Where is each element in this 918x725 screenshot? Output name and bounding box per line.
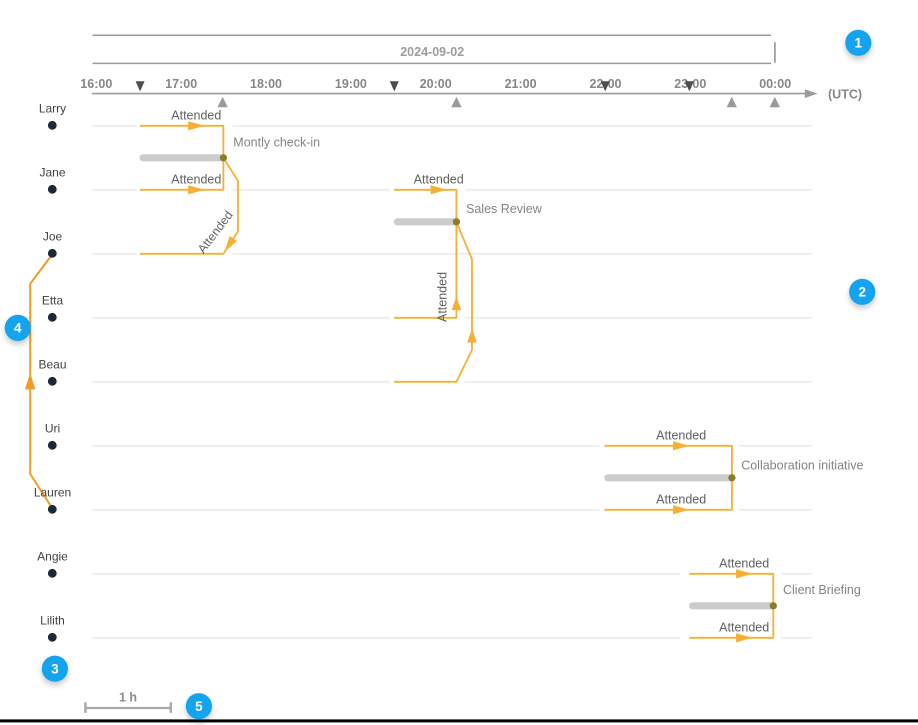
svg-text:17:00: 17:00: [165, 77, 197, 91]
svg-text:Lilith: Lilith: [40, 613, 65, 627]
svg-text:2024-09-02: 2024-09-02: [400, 45, 464, 59]
svg-text:Uri: Uri: [45, 421, 60, 435]
svg-text:Attended: Attended: [656, 429, 706, 443]
svg-text:Joe: Joe: [43, 229, 63, 243]
svg-text:2: 2: [858, 285, 866, 300]
svg-text:Attended: Attended: [719, 621, 769, 635]
svg-text:1: 1: [855, 36, 863, 51]
svg-text:Attended: Attended: [656, 493, 706, 507]
svg-text:Etta: Etta: [42, 293, 64, 307]
svg-text:Attended: Attended: [414, 173, 464, 187]
svg-text:19:00: 19:00: [335, 77, 367, 91]
svg-text:Montly check-in: Montly check-in: [233, 136, 320, 150]
svg-text:Collaboration initiative: Collaboration initiative: [741, 458, 863, 472]
svg-text:00:00: 00:00: [759, 77, 791, 91]
svg-text:21:00: 21:00: [505, 77, 537, 91]
svg-text:Angie: Angie: [37, 549, 68, 563]
svg-text:1 h: 1 h: [119, 691, 137, 705]
svg-text:Client Briefing: Client Briefing: [783, 583, 861, 597]
svg-text:Larry: Larry: [39, 101, 66, 115]
svg-text:Attended: Attended: [719, 557, 769, 571]
svg-text:20:00: 20:00: [420, 77, 452, 91]
svg-text:16:00: 16:00: [80, 77, 112, 91]
svg-text:5: 5: [195, 699, 203, 714]
svg-text:Beau: Beau: [38, 357, 66, 371]
svg-text:3: 3: [51, 661, 59, 676]
svg-text:Attended: Attended: [171, 109, 221, 123]
svg-text:Attended: Attended: [171, 173, 221, 187]
svg-text:Attended: Attended: [436, 272, 450, 322]
svg-text:Lauren: Lauren: [34, 485, 71, 499]
svg-text:(UTC): (UTC): [828, 88, 862, 102]
svg-text:4: 4: [14, 321, 22, 336]
svg-text:Sales Review: Sales Review: [466, 202, 543, 216]
svg-text:Jane: Jane: [39, 165, 65, 179]
svg-text:18:00: 18:00: [250, 77, 282, 91]
svg-text:Attended: Attended: [195, 208, 236, 256]
